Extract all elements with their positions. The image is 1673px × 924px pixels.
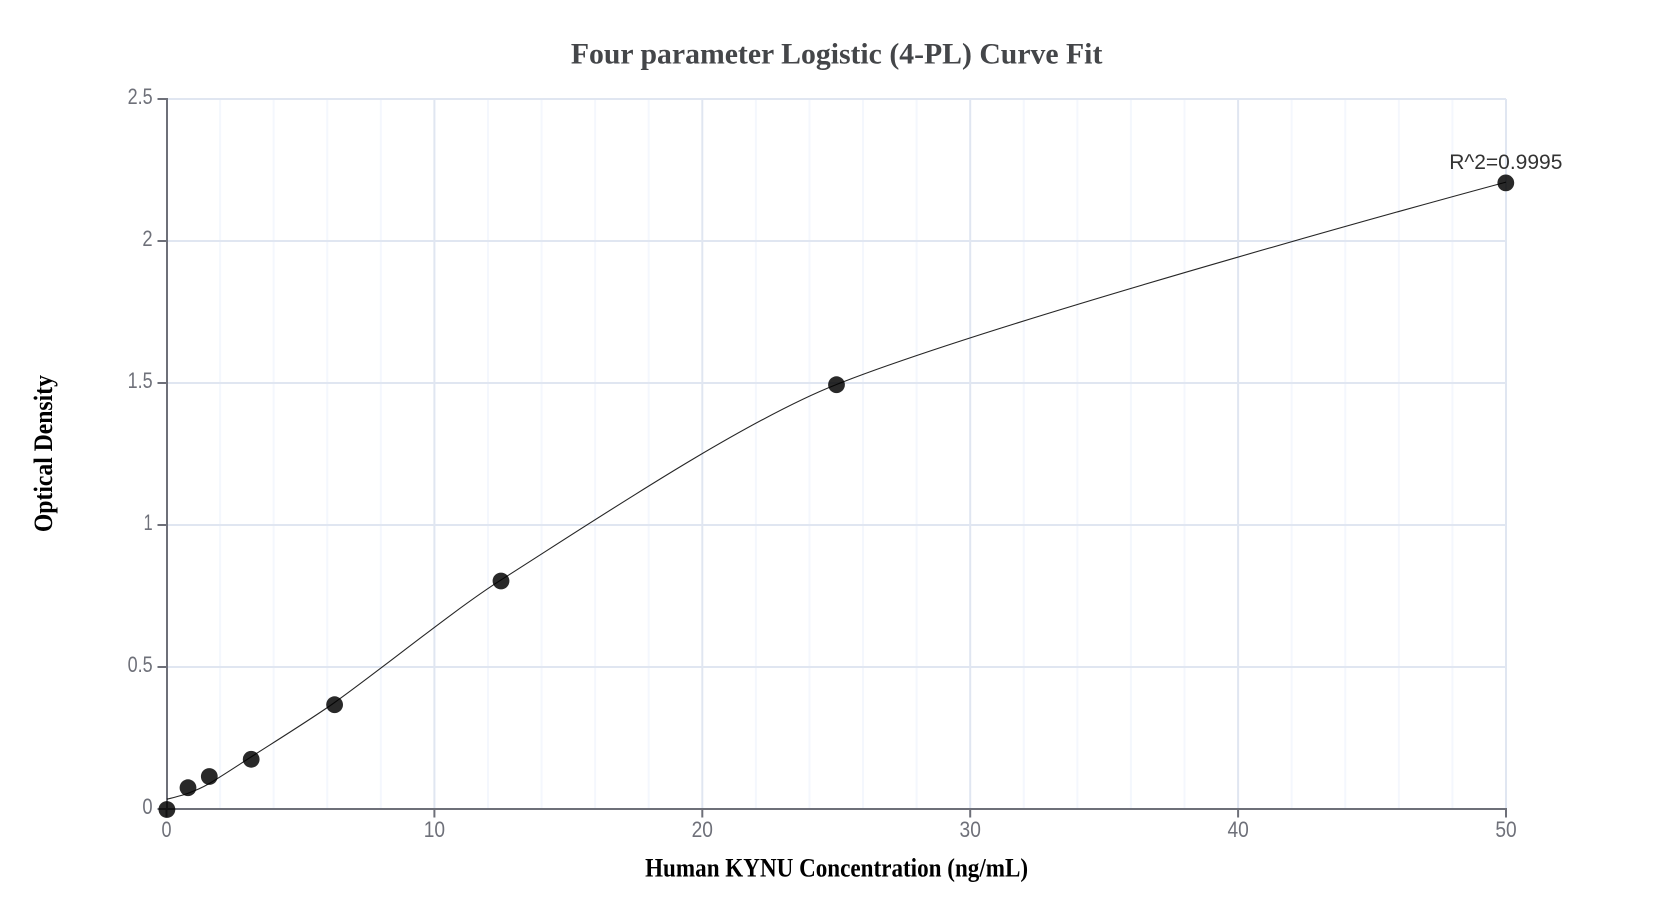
svg-text:30: 30 bbox=[960, 817, 981, 842]
svg-text:Optical Density: Optical Density bbox=[29, 375, 58, 532]
svg-text:Human KYNU Concentration (ng/m: Human KYNU Concentration (ng/mL) bbox=[645, 853, 1028, 882]
svg-text:2: 2 bbox=[142, 226, 152, 251]
svg-text:40: 40 bbox=[1227, 817, 1248, 842]
svg-text:10: 10 bbox=[424, 817, 445, 842]
svg-text:20: 20 bbox=[692, 817, 713, 842]
svg-text:Four parameter Logistic (4-PL): Four parameter Logistic (4-PL) Curve Fit bbox=[571, 38, 1103, 71]
svg-text:1: 1 bbox=[144, 510, 153, 535]
svg-text:R^2=0.9995: R^2=0.9995 bbox=[1449, 151, 1562, 174]
svg-text:0: 0 bbox=[142, 794, 152, 819]
svg-text:0.5: 0.5 bbox=[128, 652, 153, 677]
svg-text:2.5: 2.5 bbox=[128, 84, 153, 109]
svg-text:1.5: 1.5 bbox=[128, 368, 153, 393]
svg-text:0: 0 bbox=[162, 817, 172, 842]
svg-text:50: 50 bbox=[1495, 817, 1516, 842]
